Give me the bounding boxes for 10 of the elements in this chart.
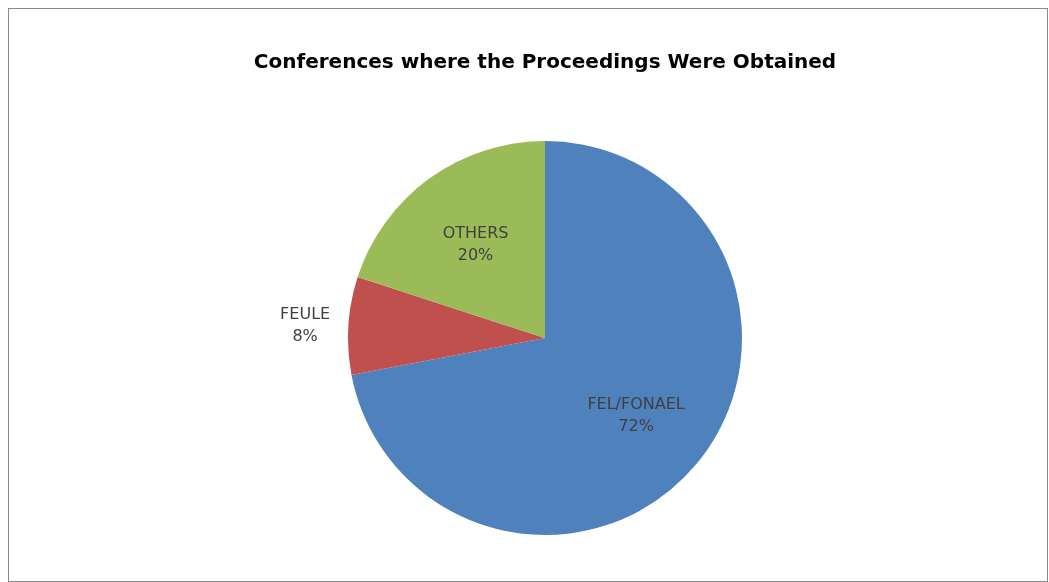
pie-slice xyxy=(348,277,545,375)
data-label: 8% xyxy=(292,325,318,345)
slice-label: FEL/FONAEL xyxy=(587,394,685,414)
slice-label: OTHERS xyxy=(442,223,509,243)
data-label: 72% xyxy=(618,416,654,436)
slice-label: FEULE xyxy=(280,303,331,323)
pie-slice xyxy=(357,141,545,338)
pie-slice xyxy=(351,141,742,535)
chart-title: Conferences where the Proceedings Were Obtained xyxy=(253,49,837,73)
data-label: 20% xyxy=(457,245,494,265)
